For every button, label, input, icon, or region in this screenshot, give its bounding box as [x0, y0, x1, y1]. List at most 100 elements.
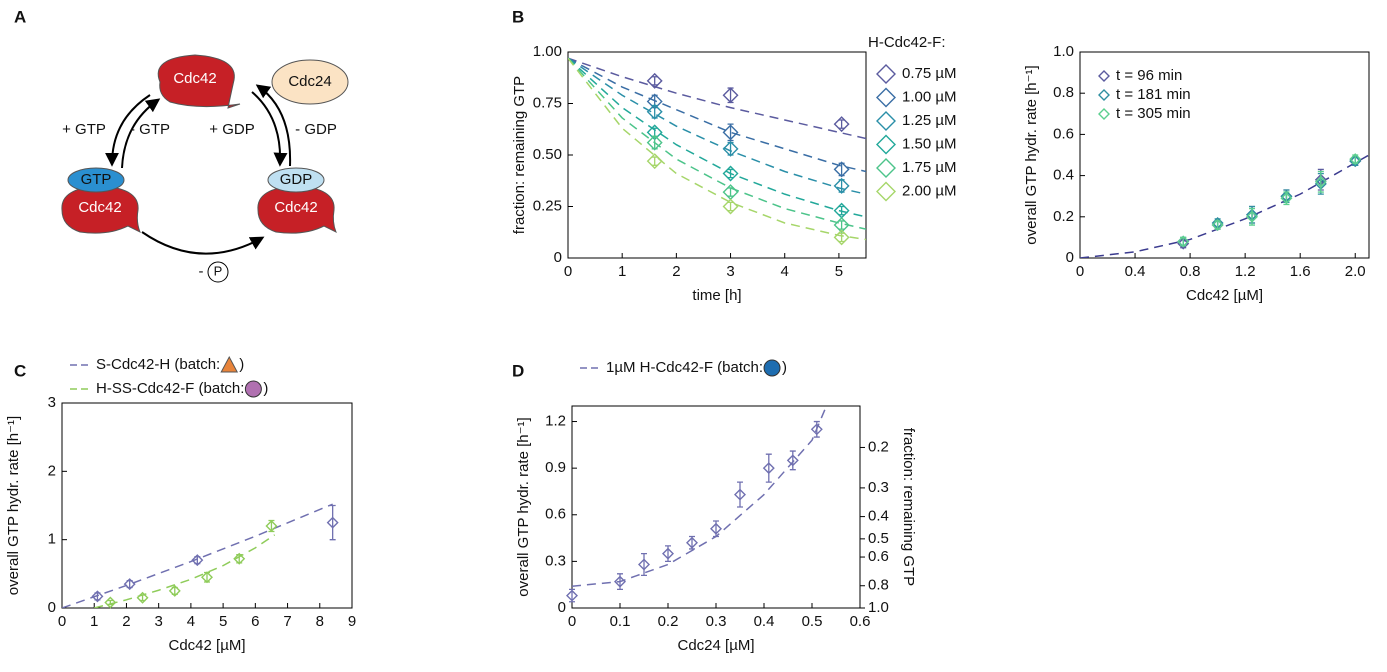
data-point — [1349, 153, 1362, 166]
y-tick-label: 0.9 — [545, 459, 566, 476]
x-tick-label: 3 — [154, 613, 162, 630]
x-tick-label: 1.2 — [1235, 263, 1256, 280]
y-axis-label: overall GTP hydr. rate [h⁻¹] — [1023, 65, 1040, 244]
arrow — [121, 98, 161, 169]
y2-tick-label: 0.4 — [868, 508, 889, 525]
x-tick-label: 0.1 — [610, 613, 631, 630]
data-point — [833, 116, 850, 133]
legend-suffix: ) — [782, 359, 787, 376]
fit-line — [568, 57, 866, 173]
arrow — [105, 94, 151, 167]
error-bar — [838, 119, 845, 129]
data-point — [722, 165, 739, 182]
legend-icon — [244, 380, 262, 398]
axes-frame — [1079, 51, 1370, 259]
x-tick-label: 2 — [672, 263, 680, 280]
fit-line — [568, 57, 866, 241]
arrow — [255, 84, 292, 167]
x-tick-label: 1 — [618, 263, 626, 280]
panel-label: D — [512, 361, 524, 380]
legend-marker — [876, 134, 896, 155]
data-point — [1280, 192, 1293, 205]
legend-suffix: ) — [263, 380, 268, 397]
legend-label: 1.50 µM — [902, 135, 957, 152]
x-tick-label: 4 — [781, 263, 789, 280]
gef-label: Cdc24 — [288, 73, 331, 90]
y-tick-label: 1.0 — [1053, 43, 1074, 60]
reaction-label: - — [199, 263, 204, 280]
x-tick-label: 3 — [726, 263, 734, 280]
reaction-label: + GDP — [209, 121, 254, 138]
data-point — [646, 72, 663, 89]
data-point — [326, 516, 339, 529]
reaction-label: + GTP — [62, 121, 106, 138]
y-axis-label: overall GTP hydr. rate [h⁻¹] — [5, 416, 22, 595]
y-tick-label: 0.75 — [533, 94, 562, 111]
y-tick-label: 1.2 — [545, 413, 566, 430]
data-point — [233, 552, 246, 565]
data-point — [833, 229, 850, 246]
data-point — [1349, 155, 1362, 168]
phosphate-circle — [207, 261, 229, 283]
y-tick-label: 0.6 — [545, 506, 566, 523]
data-point — [566, 589, 578, 602]
y2-tick-label: 1.0 — [868, 599, 889, 616]
data-point — [810, 423, 823, 436]
data-point — [191, 554, 204, 567]
legend-label: t = 181 min — [1116, 86, 1191, 103]
error-bar — [737, 481, 743, 508]
legend-label: 1µM H-Cdc42-F (batch: — [606, 359, 763, 376]
y-tick-label: 0.6 — [1053, 125, 1074, 142]
legend-suffix: ) — [239, 356, 244, 373]
x-tick-label: 2.0 — [1345, 263, 1366, 280]
y-tick-label: 0.2 — [1053, 208, 1074, 225]
data-point — [646, 153, 663, 170]
x-axis-label: time [h] — [692, 287, 741, 304]
fit-line — [62, 503, 333, 608]
x-tick-label: 1 — [90, 613, 98, 630]
error-bar — [329, 504, 336, 541]
legend-marker — [1098, 108, 1110, 120]
legend-label: 1.00 µM — [902, 88, 957, 105]
legend-label: 2.00 µM — [902, 182, 957, 199]
y2-tick-label: 0.6 — [868, 548, 889, 565]
x-tick-label: 4 — [187, 613, 195, 630]
data-point — [833, 177, 850, 194]
x-tick-label: 0 — [568, 613, 576, 630]
data-point — [614, 575, 626, 588]
y2-tick-label: 0.5 — [868, 530, 889, 547]
x-tick-label: 0.5 — [802, 613, 823, 630]
data-point — [1177, 237, 1190, 250]
x-tick-label: 0.2 — [658, 613, 679, 630]
error-bar — [1317, 170, 1324, 193]
x-tick-label: 0.4 — [754, 613, 775, 630]
protein-label: Cdc42 — [274, 199, 317, 216]
y-tick-label: 0.8 — [1053, 84, 1074, 101]
y-tick-label: 3 — [48, 394, 56, 411]
x-tick-label: 1.6 — [1290, 263, 1311, 280]
legend-label: t = 305 min — [1116, 105, 1191, 122]
legend-label: 1.25 µM — [902, 112, 957, 129]
data-point — [786, 454, 799, 467]
y-tick-label: 2 — [48, 462, 56, 479]
data-point — [722, 198, 739, 215]
error-bar — [651, 156, 658, 166]
y2-tick-label: 0.8 — [868, 577, 889, 594]
y-tick-label: 1 — [48, 531, 56, 548]
legend-marker — [876, 111, 896, 131]
reaction-label: - GTP — [130, 121, 170, 138]
x-tick-label: 6 — [251, 613, 259, 630]
panel-label: B — [512, 7, 524, 26]
phosphate-label: P — [214, 263, 223, 278]
x-tick-label: 0.3 — [706, 613, 727, 630]
data-point — [1177, 235, 1190, 248]
gdp-label: GDP — [280, 171, 313, 188]
gef-shape — [271, 59, 349, 105]
legend-marker — [1098, 70, 1110, 82]
y2-tick-label: 0.3 — [868, 479, 889, 496]
legend-marker — [876, 181, 896, 202]
gtp-label: GTP — [81, 171, 112, 188]
data-point — [734, 488, 746, 501]
protein-label: Cdc42 — [78, 199, 121, 216]
